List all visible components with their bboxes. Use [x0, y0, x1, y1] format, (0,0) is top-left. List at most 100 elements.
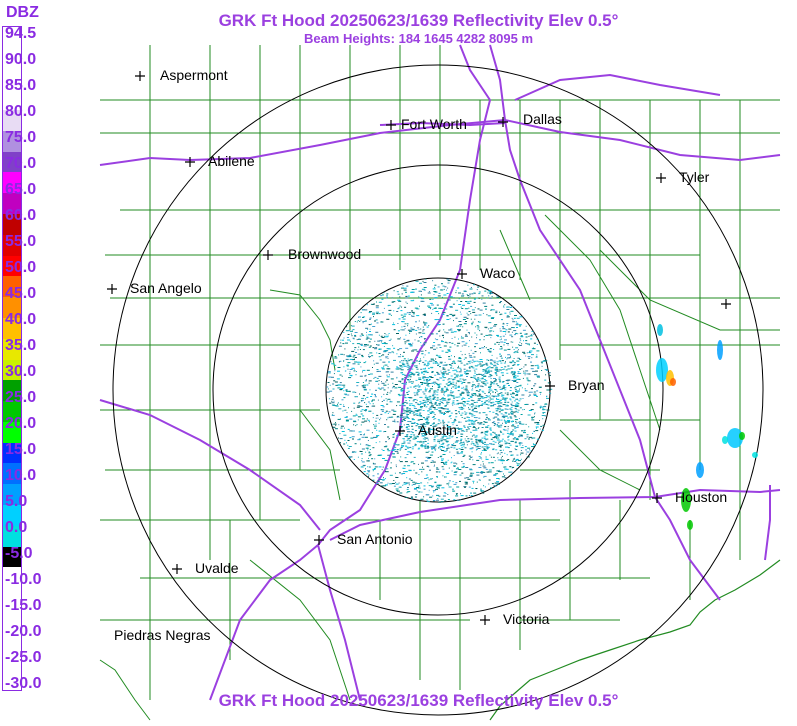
echo-pixel: [478, 373, 481, 375]
echo-pixel: [405, 435, 408, 437]
echo-pixel: [537, 367, 539, 369]
echo-pixel: [477, 321, 479, 323]
echo-pixel: [369, 449, 371, 450]
echo-pixel: [440, 362, 443, 364]
echo-pixel: [503, 419, 505, 421]
echo-pixel: [454, 356, 455, 358]
echo-pixel: [401, 378, 404, 380]
echo-pixel: [351, 350, 355, 352]
echo-pixel: [404, 448, 407, 450]
echo-pixel: [516, 390, 518, 392]
echo-pixel: [397, 338, 401, 340]
echo-pixel: [326, 386, 329, 388]
echo-pixel: [403, 351, 405, 353]
echo-pixel: [516, 382, 519, 383]
echo-pixel: [423, 356, 425, 358]
echo-pixel: [411, 289, 415, 290]
echo-pixel: [412, 438, 416, 440]
echo-pixel: [514, 389, 517, 391]
echo-pixel: [470, 365, 473, 367]
echo-pixel: [491, 304, 494, 306]
echo-pixel: [462, 401, 466, 402]
echo-pixel: [425, 451, 429, 453]
echo-pixel: [345, 416, 348, 418]
echo-pixel: [537, 376, 540, 378]
echo-pixel: [406, 323, 409, 325]
echo-pixel: [519, 341, 521, 343]
echo-pixel: [487, 407, 490, 409]
echo-pixel: [410, 403, 413, 405]
echo-pixel: [504, 475, 506, 476]
echo-pixel: [520, 339, 522, 341]
echo-pixel: [499, 408, 502, 410]
echo-pixel: [452, 430, 456, 432]
echo-pixel: [446, 278, 450, 280]
echo-pixel: [407, 325, 409, 327]
echo-pixel: [511, 327, 514, 328]
echo-pixel: [455, 375, 458, 377]
echo-pixel: [501, 387, 505, 389]
echo-pixel: [499, 381, 502, 383]
echo-pixel: [513, 372, 515, 374]
echo-pixel: [471, 409, 474, 411]
echo-pixel: [441, 460, 444, 462]
echo-pixel: [483, 448, 486, 450]
echo-pixel: [369, 318, 371, 320]
echo-pixel: [459, 375, 462, 377]
echo-pixel: [470, 495, 473, 496]
echo-pixel: [492, 396, 495, 398]
echo-pixel: [524, 446, 527, 448]
echo-pixel: [361, 460, 363, 462]
echo-pixel: [476, 334, 478, 336]
echo-pixel: [424, 390, 427, 392]
echo-pixel: [384, 424, 386, 425]
echo-pixel: [512, 438, 515, 440]
echo-pixel: [445, 440, 448, 442]
echo-pixel: [473, 426, 475, 428]
echo-pixel: [379, 482, 383, 484]
echo-pixel: [378, 370, 381, 372]
echo-pixel: [432, 461, 436, 463]
echo-pixel: [518, 436, 520, 438]
echo-pixel: [417, 390, 420, 392]
echo-pixel: [392, 386, 394, 388]
echo-pixel: [475, 436, 478, 438]
echo-pixel: [507, 344, 509, 346]
echo-pixel: [385, 471, 389, 473]
echo-pixel: [477, 364, 480, 366]
echo-pixel: [459, 367, 462, 369]
echo-pixel: [467, 382, 471, 384]
echo-pixel: [328, 376, 332, 378]
echo-pixel: [448, 378, 451, 380]
echo-pixel: [443, 288, 445, 290]
scale-swatch: [3, 27, 21, 49]
echo-pixel: [444, 370, 447, 372]
echo-pixel: [359, 335, 362, 337]
echo-pixel: [489, 327, 492, 329]
echo-pixel: [466, 430, 468, 432]
echo-pixel: [374, 396, 377, 398]
echo-pixel: [500, 424, 503, 426]
echo-pixel: [452, 315, 454, 317]
echo-pixel: [371, 393, 374, 395]
echo-pixel: [407, 358, 409, 360]
echo-pixel: [416, 385, 418, 387]
echo-pixel: [436, 484, 440, 486]
echo-pixel: [535, 430, 539, 432]
echo-pixel: [414, 394, 417, 396]
echo-pixel: [414, 487, 417, 489]
echo-pixel: [370, 396, 373, 397]
echo-pixel: [492, 417, 495, 419]
echo-pixel: [400, 456, 402, 458]
echo-pixel: [416, 308, 420, 310]
echo-pixel: [415, 387, 417, 389]
echo-pixel: [477, 395, 480, 397]
echo-pixel: [493, 378, 496, 379]
echo-pixel: [337, 403, 338, 405]
echo-pixel: [402, 419, 404, 420]
echo-pixel: [493, 432, 496, 434]
echo-pixel: [524, 364, 527, 366]
echo-pixel: [515, 347, 519, 349]
echo-pixel: [364, 420, 368, 422]
